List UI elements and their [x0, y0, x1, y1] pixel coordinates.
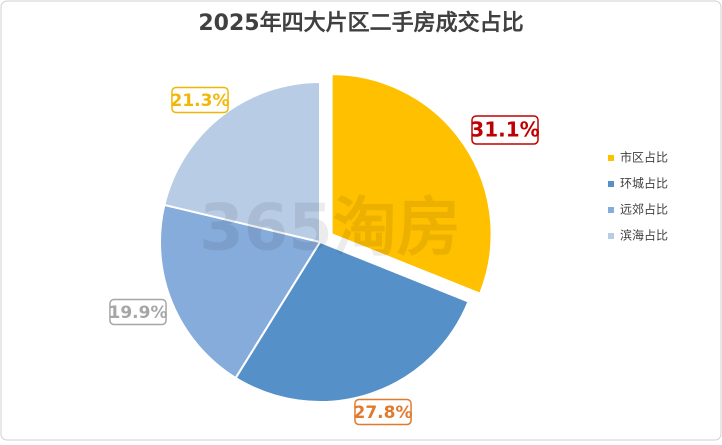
pie-slice — [159, 203, 322, 380]
pie-slice — [330, 73, 493, 296]
data-label: 21.3% — [171, 91, 230, 111]
legend-label: 市区占比 — [620, 150, 668, 165]
data-label: 27.8% — [354, 403, 413, 423]
legend-swatch — [608, 233, 614, 239]
data-label-box — [109, 298, 167, 326]
data-label: 19.9% — [109, 303, 168, 323]
data-label-box — [171, 86, 229, 114]
chart-title: 2025年四大片区二手房成交占比 — [198, 10, 523, 36]
legend-label: 环城占比 — [620, 176, 668, 191]
data-label-box — [354, 398, 412, 426]
legend-swatch — [608, 155, 614, 161]
legend-swatch — [608, 207, 614, 213]
pie — [159, 73, 493, 403]
pie-slice — [163, 80, 321, 244]
data-label: 31.1% — [470, 118, 539, 142]
legend-swatch — [608, 181, 614, 187]
data-label-box — [471, 115, 539, 145]
watermark: 365淘房 — [199, 192, 461, 266]
pie-slice — [234, 240, 470, 403]
legend-label: 滨海占比 — [620, 228, 668, 243]
legend-label: 远郊占比 — [620, 202, 668, 217]
